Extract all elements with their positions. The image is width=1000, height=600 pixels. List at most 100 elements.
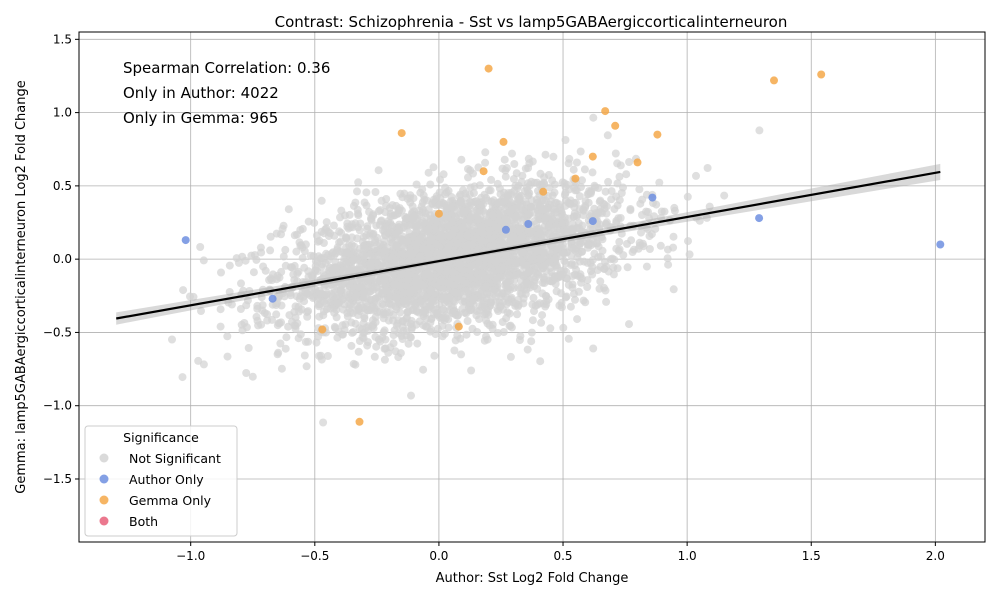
not-significant-point	[330, 322, 339, 331]
not-significant-point	[588, 256, 597, 265]
significant-points	[181, 64, 945, 426]
not-significant-point	[453, 239, 462, 248]
not-significant-point	[355, 226, 364, 235]
not-significant-point	[304, 267, 313, 276]
not-significant-point	[413, 339, 422, 348]
author-only-point	[268, 294, 277, 303]
not-significant-point	[427, 296, 436, 305]
not-significant-point	[392, 293, 401, 302]
not-significant-point	[416, 291, 425, 300]
not-significant-point	[479, 229, 488, 238]
not-significant-point	[494, 198, 503, 207]
not-significant-point	[540, 173, 549, 182]
not-significant-point	[499, 240, 508, 249]
gemma-only-point	[397, 129, 406, 138]
not-significant-point	[548, 215, 557, 224]
not-significant-point	[360, 244, 369, 253]
not-significant-point	[603, 131, 612, 140]
not-significant-point	[628, 248, 637, 256]
not-significant-point	[298, 254, 307, 262]
not-significant-point	[296, 330, 305, 339]
not-significant-point	[509, 232, 518, 241]
not-significant-point	[458, 297, 467, 306]
not-significant-point	[386, 235, 395, 244]
not-significant-point	[517, 232, 526, 241]
not-significant-point	[277, 364, 286, 373]
not-significant-point	[306, 251, 315, 260]
not-significant-point	[438, 201, 447, 210]
not-significant-point	[424, 250, 433, 259]
gemma-only-point	[539, 187, 548, 196]
not-significant-point	[468, 198, 476, 207]
not-significant-point	[312, 338, 321, 347]
not-significant-point	[527, 177, 536, 186]
not-significant-point	[444, 323, 453, 332]
not-significant-point	[524, 164, 533, 172]
not-significant-point	[645, 245, 654, 253]
not-significant-point	[315, 236, 324, 245]
not-significant-point	[223, 352, 232, 361]
not-significant-point	[363, 224, 372, 233]
not-significant-point	[335, 238, 344, 247]
not-significant-point	[371, 332, 380, 341]
not-significant-point	[683, 192, 692, 201]
not-significant-point	[238, 326, 247, 335]
not-significant-point	[561, 136, 570, 144]
not-significant-point	[371, 318, 380, 327]
not-significant-point	[277, 301, 286, 310]
not-significant-point	[486, 186, 495, 195]
not-significant-point	[315, 351, 324, 360]
not-significant-point	[481, 158, 490, 167]
not-significant-point	[349, 359, 358, 368]
not-significant-point	[583, 276, 592, 285]
not-significant-point	[337, 206, 346, 215]
not-significant-point	[374, 207, 383, 216]
not-significant-point	[441, 183, 450, 192]
not-significant-point	[572, 158, 581, 167]
not-significant-point	[505, 195, 513, 204]
not-significant-point	[571, 295, 579, 304]
not-significant-point	[657, 214, 665, 222]
not-significant-point	[541, 261, 549, 270]
not-significant-point	[655, 178, 664, 187]
not-significant-point	[367, 283, 376, 292]
not-significant-point	[436, 175, 444, 184]
not-significant-point	[487, 197, 496, 206]
not-significant-point	[245, 287, 254, 295]
not-significant-point	[293, 230, 301, 239]
not-significant-point	[474, 258, 483, 267]
not-significant-point	[546, 324, 555, 333]
not-significant-point	[348, 220, 356, 229]
not-significant-point	[194, 356, 203, 365]
not-significant-point	[324, 256, 333, 265]
not-significant-point	[511, 181, 520, 190]
not-significant-point	[323, 352, 332, 360]
not-significant-point	[527, 337, 536, 346]
not-significant-point	[253, 301, 262, 310]
not-significant-point	[564, 334, 573, 343]
not-significant-point	[319, 418, 328, 427]
not-significant-point	[456, 260, 465, 269]
not-significant-point	[607, 187, 616, 196]
not-significant-point	[396, 308, 405, 317]
not-significant-point	[440, 329, 449, 338]
not-significant-point	[418, 185, 427, 194]
not-significant-point	[602, 297, 611, 306]
not-significant-point	[685, 250, 694, 259]
not-significant-point	[340, 248, 349, 257]
not-significant-point	[424, 168, 433, 177]
not-significant-point	[626, 206, 635, 215]
not-significant-point	[494, 250, 503, 259]
not-significant-point	[616, 161, 625, 170]
not-significant-point	[642, 207, 651, 216]
legend-label-gemma-only: Gemma Only	[129, 493, 212, 508]
not-significant-point	[223, 332, 232, 341]
not-significant-point	[427, 314, 436, 323]
annotation-spearman: Spearman Correlation: 0.36	[123, 59, 330, 77]
not-significant-point	[487, 175, 496, 184]
not-significant-point	[450, 206, 459, 214]
not-significant-point	[333, 299, 342, 308]
not-significant-point	[554, 244, 562, 253]
not-significant-point	[588, 263, 597, 271]
not-significant-point	[657, 207, 666, 216]
